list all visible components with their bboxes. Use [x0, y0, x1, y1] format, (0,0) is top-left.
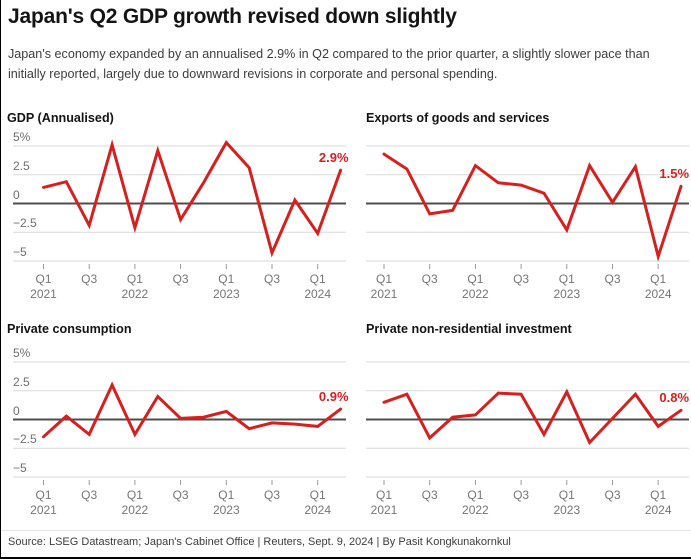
y-axis-label: 5% — [13, 346, 31, 360]
x-tick-label: Q3 — [81, 488, 98, 502]
source-line: Source: LSEG Datastream; Japan's Cabinet… — [8, 536, 511, 548]
x-tick-label: Q1 — [218, 488, 235, 502]
x-tick-year-label: 2022 — [462, 503, 489, 517]
x-tick-label: Q1 — [375, 272, 392, 286]
footer-divider — [1, 530, 691, 531]
y-axis-label: −2.5 — [13, 432, 37, 447]
y-axis-label: −2.5 — [13, 216, 37, 231]
y-axis-label: 0 — [13, 187, 20, 202]
x-tick-label: Q1 — [467, 272, 484, 286]
x-tick-year-label: 2024 — [644, 503, 672, 517]
x-tick-label: Q3 — [172, 272, 189, 286]
x-tick-label: Q1 — [35, 272, 52, 286]
page-title: Japan's Q2 GDP growth revised down sligh… — [8, 5, 457, 28]
x-tick-year-label: 2022 — [462, 287, 489, 301]
x-tick-year-label: 2021 — [370, 503, 398, 517]
x-tick-year-label: 2023 — [553, 503, 581, 517]
x-tick-label: Q3 — [604, 272, 621, 286]
x-tick-label: Q3 — [513, 272, 530, 286]
x-tick-label: Q1 — [375, 488, 392, 502]
y-axis-label: 2.5 — [13, 374, 30, 389]
panel-title-investment: Private non-residential investment — [366, 322, 572, 336]
x-tick-label: Q1 — [467, 488, 484, 502]
y-axis-label: 2.5 — [13, 158, 30, 173]
x-tick-label: Q1 — [650, 272, 667, 286]
x-tick-year-label: 2024 — [304, 503, 332, 517]
x-tick-label: Q3 — [81, 272, 98, 286]
x-tick-label: Q1 — [126, 272, 143, 286]
x-tick-label: Q3 — [604, 488, 621, 502]
x-tick-label: Q1 — [650, 488, 667, 502]
y-axis-label: −5 — [13, 461, 27, 475]
y-axis-label: −5 — [13, 245, 27, 259]
x-tick-label: Q1 — [558, 272, 575, 286]
x-tick-label: Q1 — [218, 272, 235, 286]
x-tick-label: Q3 — [513, 488, 530, 502]
y-axis-label: 5% — [13, 130, 31, 144]
y-axis-label: 0 — [13, 403, 20, 418]
end-value-label: 0.9% — [318, 389, 349, 405]
x-tick-label: Q3 — [172, 488, 189, 502]
x-tick-year-label: 2021 — [30, 287, 57, 301]
panel-title-consumption: Private consumption — [7, 322, 132, 336]
x-tick-label: Q3 — [263, 272, 280, 286]
x-tick-label: Q3 — [421, 272, 438, 286]
x-tick-label: Q1 — [558, 488, 575, 502]
x-tick-label: Q1 — [35, 488, 52, 502]
x-tick-year-label: 2024 — [644, 287, 672, 301]
subtitle: Japan's economy expanded by an annualise… — [8, 47, 650, 81]
x-tick-year-label: 2021 — [370, 287, 398, 301]
end-value-label: 0.8% — [659, 390, 690, 406]
x-tick-year-label: 2022 — [121, 287, 149, 301]
x-tick-label: Q3 — [421, 488, 438, 502]
x-tick-label: Q1 — [309, 488, 326, 502]
x-tick-year-label: 2022 — [121, 503, 149, 517]
x-tick-label: Q3 — [263, 488, 280, 502]
x-tick-year-label: 2023 — [212, 503, 240, 517]
x-tick-year-label: 2024 — [304, 287, 332, 301]
x-tick-year-label: 2023 — [212, 287, 240, 301]
end-value-label: 1.5% — [659, 166, 690, 182]
x-tick-label: Q1 — [126, 488, 143, 502]
x-tick-year-label: 2023 — [553, 287, 581, 301]
panel-title-exports: Exports of goods and services — [366, 111, 550, 125]
panel-title-gdp: GDP (Annualised) — [7, 111, 114, 125]
x-tick-label: Q1 — [309, 272, 326, 286]
x-tick-year-label: 2021 — [30, 503, 57, 517]
end-value-label: 2.9% — [318, 150, 349, 166]
